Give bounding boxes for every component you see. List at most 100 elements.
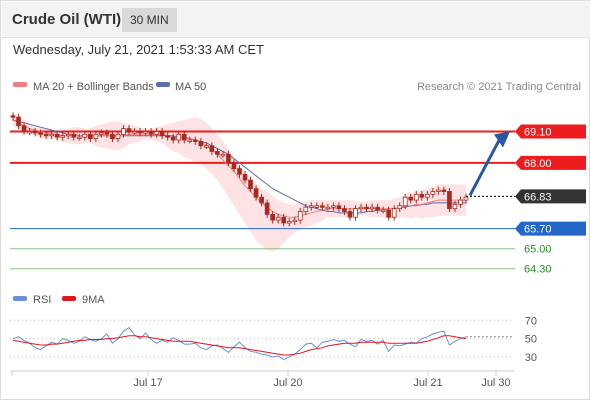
candle-body xyxy=(159,131,165,137)
candle-body xyxy=(43,133,49,137)
candle-body xyxy=(397,205,403,210)
candle-body xyxy=(275,216,281,221)
candle-body xyxy=(82,133,88,138)
rsi-legend-swatch xyxy=(13,296,27,301)
candle-body xyxy=(259,196,264,204)
candle-body xyxy=(126,128,132,132)
candle-body xyxy=(308,205,314,208)
candle-body xyxy=(198,141,204,147)
candle-body xyxy=(458,199,463,205)
candle-body xyxy=(402,196,408,207)
candle-body xyxy=(342,208,347,212)
candle-body xyxy=(115,133,121,140)
candle-body xyxy=(16,116,21,127)
candle-body xyxy=(336,205,342,210)
x-tick-label: Jul 30 xyxy=(481,377,510,389)
candle-body xyxy=(380,209,386,212)
ma50-legend-label: MA 50 xyxy=(175,81,206,93)
rsi-plot: 70 50 30 xyxy=(10,315,537,364)
candle-body xyxy=(209,145,215,152)
candle-body xyxy=(320,205,325,208)
timeframe-button[interactable]: 30 MIN xyxy=(122,8,177,32)
candle-body xyxy=(204,145,209,148)
candle-body xyxy=(220,153,226,157)
candle-body xyxy=(54,133,60,138)
ma20-legend-label: MA 20 + Bollinger Bands xyxy=(33,81,154,93)
candle-body xyxy=(165,135,171,138)
candle-body xyxy=(170,136,176,141)
candle-body xyxy=(176,133,182,141)
candle-body xyxy=(419,193,425,198)
candle-body xyxy=(248,179,253,190)
candle-body xyxy=(231,162,237,170)
candle-body xyxy=(71,133,77,138)
candle-body xyxy=(76,136,82,140)
candle-body xyxy=(88,133,93,140)
support-2-label: 64.30 xyxy=(524,264,552,276)
candle-body xyxy=(110,133,115,140)
candle-body xyxy=(297,211,303,221)
candle-body xyxy=(253,188,259,198)
x-axis: Jul 17 Jul 20 Jul 21 Jul 30 xyxy=(11,371,511,389)
candle-body xyxy=(148,131,154,135)
candle-body xyxy=(436,189,441,192)
rsi-ma-line xyxy=(12,335,467,356)
x-tick-label: Jul 17 xyxy=(133,377,162,389)
rsi-tick-70: 70 xyxy=(525,315,537,327)
candle-body xyxy=(215,151,220,155)
candle-body xyxy=(187,139,193,142)
candle-body xyxy=(237,168,242,175)
candle-body xyxy=(27,131,32,134)
candle-body xyxy=(463,196,469,201)
datetime-label: Wednesday, July 21, 2021 1:53:33 AM CET xyxy=(13,42,264,57)
candle-body xyxy=(347,211,353,218)
rsi-ma-legend-label: 9MA xyxy=(82,294,105,306)
candle-body xyxy=(369,206,375,210)
candle-body xyxy=(21,125,27,132)
candle-body xyxy=(49,133,55,137)
candle-body xyxy=(181,133,187,141)
rsi-legend-label: RSI xyxy=(33,294,51,306)
ma50-legend-swatch xyxy=(156,82,170,87)
candle-body xyxy=(10,115,16,118)
candle-body xyxy=(192,139,198,142)
pivot-label: 65.70 xyxy=(524,224,552,236)
candle-body xyxy=(93,133,99,140)
candle-body xyxy=(242,173,248,181)
candle-body xyxy=(132,131,137,134)
candle-body xyxy=(60,135,66,138)
candle-body xyxy=(430,191,436,195)
candle-body xyxy=(32,131,38,134)
copyright-text: Research © 2021 Trading Central xyxy=(417,81,581,93)
candle-body xyxy=(303,206,309,212)
x-tick-label: Jul 20 xyxy=(273,377,302,389)
ma20-legend-swatch xyxy=(13,82,27,87)
candle-body xyxy=(325,206,331,210)
candle-body xyxy=(286,221,292,224)
candle-body xyxy=(99,132,104,135)
rsi-line xyxy=(12,326,467,361)
current-price-tag xyxy=(515,189,586,204)
pivot-tag xyxy=(515,221,586,236)
candle-body xyxy=(137,131,143,134)
support-1-label: 65.00 xyxy=(524,244,552,256)
candle-body xyxy=(270,213,275,221)
candle-body xyxy=(413,193,419,201)
rsi-tick-50: 50 xyxy=(525,334,537,346)
candle-body xyxy=(441,189,447,192)
candle-body xyxy=(375,206,380,211)
candle-body xyxy=(452,203,458,210)
title-bar: Crude Oil (WTI) 30 MIN xyxy=(2,2,590,38)
candle-body xyxy=(314,205,320,208)
resistance-1-label: 68.00 xyxy=(524,158,552,170)
candle-body xyxy=(364,206,369,210)
candle-body xyxy=(143,131,148,134)
price-plot: 69.10 68.00 66.83 65.70 65.00 64.30 xyxy=(10,112,586,276)
current-price-label: 66.83 xyxy=(524,191,552,203)
candle-body xyxy=(408,196,414,201)
candle-body xyxy=(353,208,358,218)
candle-body xyxy=(386,209,391,218)
bollinger-band xyxy=(13,114,466,252)
